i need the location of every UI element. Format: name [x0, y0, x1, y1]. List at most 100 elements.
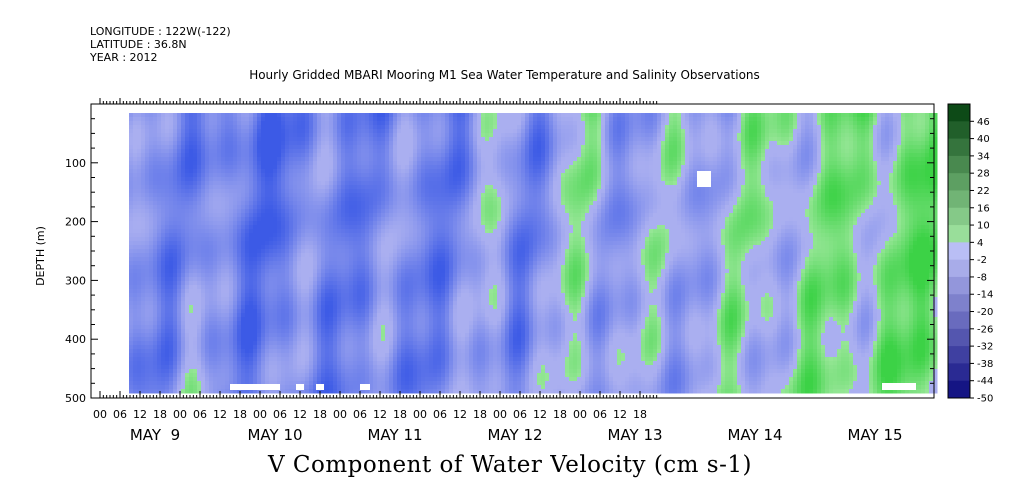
heatmap-cell: [709, 177, 714, 182]
heatmap-cell: [873, 149, 878, 154]
heatmap-cell: [553, 145, 558, 150]
heatmap-cell: [781, 193, 786, 198]
heatmap-cell: [689, 165, 694, 170]
heatmap-cell: [741, 173, 746, 178]
heatmap-cell: [637, 129, 642, 134]
heatmap-cell: [901, 177, 906, 182]
heatmap-cell: [933, 153, 938, 158]
heatmap-cell: [833, 161, 838, 166]
heatmap-cell: [865, 173, 870, 178]
heatmap-cell: [377, 145, 382, 150]
heatmap-cell: [909, 129, 914, 134]
heatmap-cell: [485, 129, 490, 134]
heatmap-cell: [449, 209, 454, 214]
heatmap-cell: [761, 181, 766, 186]
heatmap-cell: [401, 165, 406, 170]
heatmap-cell: [669, 185, 674, 190]
heatmap-cell: [389, 157, 394, 162]
heatmap-cell: [637, 145, 642, 150]
heatmap-cell: [481, 193, 486, 198]
heatmap-cell: [281, 153, 286, 158]
heatmap-cell: [493, 193, 498, 198]
heatmap-cell: [373, 193, 378, 198]
heatmap-cell: [181, 137, 186, 142]
heatmap-cell: [801, 145, 806, 150]
heatmap-cell: [285, 157, 290, 162]
heatmap-cell: [173, 113, 178, 118]
heatmap-cell: [465, 129, 470, 134]
heatmap-cell: [165, 197, 170, 202]
heatmap-cell: [301, 209, 306, 214]
heatmap-cell: [133, 185, 138, 190]
heatmap-cell: [853, 181, 858, 186]
heatmap-cell: [541, 161, 546, 166]
heatmap-cell: [489, 169, 494, 174]
heatmap-cell: [617, 117, 622, 122]
heatmap-cell: [145, 197, 150, 202]
heatmap-cell: [529, 193, 534, 198]
heatmap-cell: [745, 113, 750, 118]
heatmap-cell: [465, 193, 470, 198]
heatmap-cell: [765, 173, 770, 178]
heatmap-cell: [461, 193, 466, 198]
heatmap-cell: [529, 157, 534, 162]
heatmap-cell: [553, 189, 558, 194]
heatmap-cell: [561, 137, 566, 142]
heatmap-cell: [225, 205, 230, 210]
heatmap-cell: [309, 161, 314, 166]
heatmap-cell: [749, 129, 754, 134]
heatmap-cell: [733, 185, 738, 190]
heatmap-cell: [797, 169, 802, 174]
heatmap-cell: [397, 177, 402, 182]
heatmap-cell: [765, 197, 770, 202]
heatmap-cell: [685, 205, 690, 210]
heatmap-cell: [493, 157, 498, 162]
heatmap-cell: [237, 145, 242, 150]
heatmap-cell: [433, 149, 438, 154]
heatmap-cell: [601, 161, 606, 166]
heatmap-cell: [517, 197, 522, 202]
heatmap-cell: [477, 185, 482, 190]
heatmap-cell: [221, 197, 226, 202]
heatmap-cell: [725, 121, 730, 126]
heatmap-cell: [397, 133, 402, 138]
heatmap-cell: [393, 117, 398, 122]
heatmap-cell: [769, 173, 774, 178]
heatmap-cell: [133, 153, 138, 158]
heatmap-cell: [569, 193, 574, 198]
heatmap-cell: [677, 157, 682, 162]
heatmap-cell: [641, 193, 646, 198]
heatmap-cell: [585, 153, 590, 158]
heatmap-cell: [349, 169, 354, 174]
heatmap-cell: [713, 185, 718, 190]
heatmap-cell: [581, 169, 586, 174]
heatmap-cell: [909, 133, 914, 138]
heatmap-cell: [221, 193, 226, 198]
heatmap-cell: [417, 209, 422, 214]
heatmap-cell: [609, 125, 614, 130]
heatmap-cell: [293, 161, 298, 166]
heatmap-cell: [817, 129, 822, 134]
heatmap-cell: [341, 193, 346, 198]
heatmap-cell: [845, 193, 850, 198]
heatmap-cell: [737, 133, 742, 138]
heatmap-cell: [489, 189, 494, 194]
heatmap-cell: [669, 169, 674, 174]
heatmap-cell: [237, 149, 242, 154]
heatmap-cell: [897, 161, 902, 166]
heatmap-cell: [745, 177, 750, 182]
heatmap-cell: [353, 129, 358, 134]
heatmap-cell: [685, 161, 690, 166]
heatmap-cell: [325, 117, 330, 122]
heatmap-cell: [173, 205, 178, 210]
heatmap-cell: [709, 125, 714, 130]
heatmap-cell: [409, 177, 414, 182]
heatmap-cell: [413, 201, 418, 206]
heatmap-cell: [357, 201, 362, 206]
heatmap-cell: [129, 129, 134, 134]
heatmap-cell: [849, 145, 854, 150]
heatmap-cell: [737, 141, 742, 146]
heatmap-cell: [457, 125, 462, 130]
heatmap-cell: [501, 137, 506, 142]
